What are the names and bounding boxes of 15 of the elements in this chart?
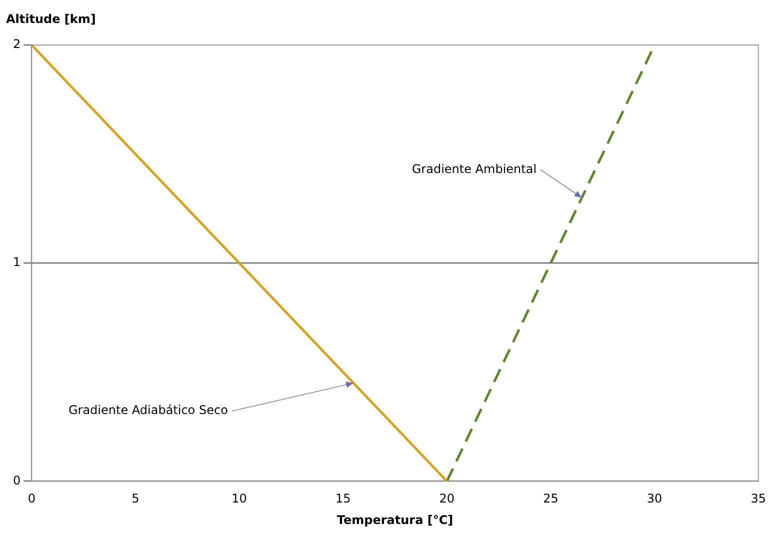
x-tick-label: 10	[232, 492, 247, 506]
annotation: Gradiente Ambiental	[412, 162, 537, 176]
x-tick-label: 5	[132, 492, 140, 506]
x-tick-label: 30	[646, 492, 662, 506]
x-tick-label: 15	[335, 492, 351, 506]
x-tick-label: 35	[750, 492, 766, 506]
y-axis-title: Altitude [km]	[6, 12, 96, 26]
annotation: Gradiente Adiabático Seco	[68, 403, 228, 418]
y-tick-label: 2	[12, 37, 21, 52]
x-tick-label: 20	[439, 492, 455, 506]
y-tick-label: 0	[12, 473, 21, 488]
y-tick-label: 1	[12, 255, 21, 270]
x-tick-label: 25	[543, 492, 558, 506]
x-axis-title: Temperatura [°C]	[336, 512, 454, 527]
x-tick-label: 0	[28, 492, 36, 506]
